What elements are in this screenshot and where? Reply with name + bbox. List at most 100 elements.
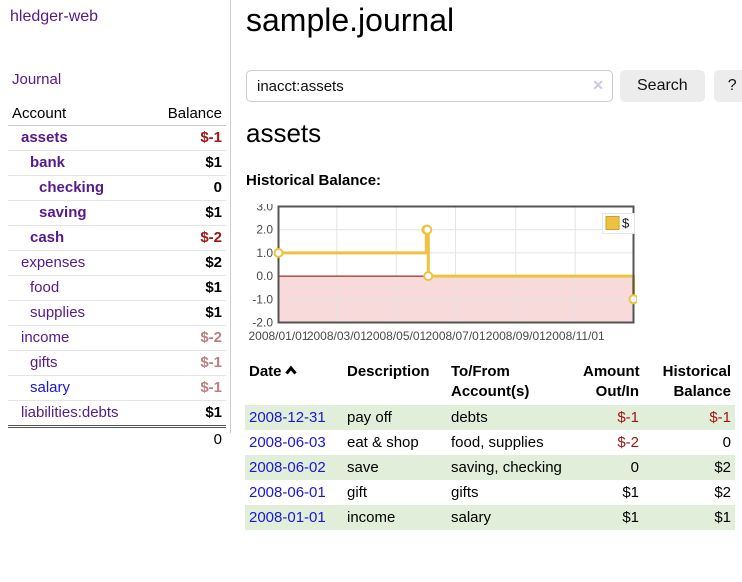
account-link-food[interactable]: food — [30, 279, 60, 296]
account-balance: $-2 — [149, 325, 226, 351]
chart-x-axis-label: 2008/03/01 — [307, 329, 367, 343]
chart-x-axis-label: 2008/11/01 — [546, 329, 605, 343]
chart-data-point — [628, 294, 639, 305]
chart-x-axis-label: 2008/07/01 — [425, 329, 485, 343]
account-cell: supplies — [8, 300, 150, 326]
transaction-date-link[interactable]: 2008-12-31 — [249, 409, 326, 426]
clear-search-icon[interactable]: ✕ — [592, 77, 604, 93]
account-balance: 0 — [149, 175, 226, 201]
account-cell: assets — [8, 125, 150, 151]
account-balance: $1 — [149, 400, 226, 427]
accounts-header-account: Account — [8, 102, 150, 126]
brand-link[interactable]: hledger-web — [10, 8, 99, 25]
register-date-cell: 2008-06-01 — [245, 480, 343, 505]
chart-y-axis-label: -2.0 — [252, 316, 273, 330]
register-balance-cell: $-1 — [643, 405, 735, 430]
register-amount-cell: $-1 — [579, 405, 643, 430]
accounts-table: Account Balance assets $-1 bank $1 checking 0… — [8, 102, 226, 452]
account-balance: $1 — [149, 200, 226, 226]
account-row: income $-2 — [8, 325, 226, 351]
account-link-gifts[interactable]: gifts — [30, 354, 58, 371]
chart-y-axis-label: -1.0 — [252, 292, 273, 306]
register-balance-cell: 0 — [722, 434, 731, 451]
account-cell: expenses — [8, 250, 150, 276]
sidebar: hledger-web Journal Account Balance asse… — [0, 0, 231, 452]
search-bar: ✕ Search ? — [246, 70, 742, 102]
register-accounts-cell: gifts — [451, 484, 479, 501]
account-row: salary $-1 — [8, 375, 226, 401]
account-link-cash[interactable]: cash — [30, 229, 65, 246]
account-balance: $-2 — [149, 225, 226, 251]
account-balance: $1 — [149, 275, 226, 301]
register-date-cell: 2008-06-03 — [245, 430, 343, 455]
account-cell: saving — [8, 200, 150, 226]
register-date-cell: 2008-12-31 — [245, 405, 343, 430]
register-amount-cell: $-2 — [617, 434, 639, 451]
account-link-income[interactable]: income — [21, 329, 70, 346]
account-balance: $2 — [149, 250, 226, 276]
account-cell: liabilities:debts — [8, 400, 150, 427]
register-balance-cell: $1 — [643, 505, 735, 530]
account-balance: $-1 — [149, 350, 226, 376]
transaction-date-link[interactable]: 2008-06-01 — [249, 484, 326, 501]
page-title: sample.journal — [246, 2, 455, 38]
register-balance-cell: $2 — [643, 455, 735, 480]
register-amount-cell: 0 — [579, 455, 643, 480]
register-accounts-cell: food, supplies — [451, 434, 544, 451]
account-link-liabilities-debts[interactable]: liabilities:debts — [21, 404, 119, 421]
account-balance: $1 — [149, 300, 226, 326]
transaction-date-link[interactable]: 2008-06-02 — [249, 459, 326, 476]
account-cell: salary — [8, 375, 150, 401]
register-header-date-label: Date — [249, 363, 282, 380]
chart-legend-label: $ — [622, 216, 630, 231]
accounts-table-header-row: Account Balance — [8, 102, 226, 126]
register-header-date[interactable]: Date — [245, 359, 343, 405]
register-row: 2008-01-01 income salary $1 $1 — [245, 505, 735, 530]
register-accounts-cell: saving, checking — [447, 455, 579, 480]
account-cell: cash — [8, 225, 150, 251]
account-link-bank[interactable]: bank — [30, 154, 66, 171]
account-link-supplies[interactable]: supplies — [30, 304, 86, 321]
account-link-expenses[interactable]: expenses — [21, 254, 86, 271]
register-row: 2008-12-31 pay off debts $-1 $-1 — [245, 405, 735, 430]
transaction-date-link[interactable]: 2008-06-03 — [249, 434, 326, 451]
register-amount-cell: $1 — [579, 505, 643, 530]
accounts-header-balance: Balance — [149, 102, 226, 126]
help-button[interactable]: ? — [713, 70, 742, 102]
account-link-assets[interactable]: assets — [21, 129, 68, 146]
chart-data-point — [273, 247, 284, 258]
register-row: 2008-06-02 save saving, checking 0 $2 — [245, 455, 735, 480]
account-balance: $-1 — [149, 125, 226, 151]
account-row: cash $-2 — [8, 225, 226, 251]
chart-canvas: $3.0 2.0 1.0 0.0 -1.0 -2.02008/01/012008/03/0… — [248, 200, 639, 343]
register-header-description: Description — [347, 363, 430, 380]
register-description-cell: eat & shop — [347, 434, 419, 451]
sidebar-item-journal[interactable]: Journal — [12, 71, 62, 88]
account-link-checking[interactable]: checking — [39, 179, 105, 196]
chart-x-axis-label: 2008/01/01 — [248, 329, 308, 343]
register-accounts-cell: salary — [447, 505, 579, 530]
register-description-cell: save — [343, 455, 447, 480]
account-row: saving $1 — [8, 200, 226, 226]
chart-x-axis-label: 2008/05/01 — [366, 329, 426, 343]
account-cell: food — [8, 275, 150, 301]
account-link-salary[interactable]: salary — [30, 379, 71, 396]
account-row: supplies $1 — [8, 300, 226, 326]
chart-y-axis-label: 0.0 — [256, 269, 273, 283]
historical-balance-chart[interactable]: $3.0 2.0 1.0 0.0 -1.0 -2.0 2008/01/01 2008/03/0… — [245, 200, 639, 346]
account-row: assets $-1 — [8, 125, 226, 151]
account-row: food $1 — [8, 275, 226, 301]
chart-title: Historical Balance: — [246, 172, 382, 189]
chart-data-point — [422, 224, 433, 235]
search-box: ✕ — [246, 70, 613, 102]
transaction-date-link[interactable]: 2008-01-01 — [249, 509, 326, 526]
search-input[interactable] — [246, 70, 613, 102]
account-row: checking 0 — [8, 175, 226, 201]
register-header-accounts: To/From Account(s) — [451, 363, 530, 400]
account-balance: $1 — [149, 150, 226, 176]
chart-y-axis-label: 1.0 — [256, 246, 273, 260]
search-button[interactable]: Search — [620, 70, 705, 102]
chart-x-axis-label: 2008/09/01 — [486, 329, 546, 343]
account-link-saving[interactable]: saving — [39, 204, 87, 221]
register-date-cell: 2008-01-01 — [245, 505, 343, 530]
